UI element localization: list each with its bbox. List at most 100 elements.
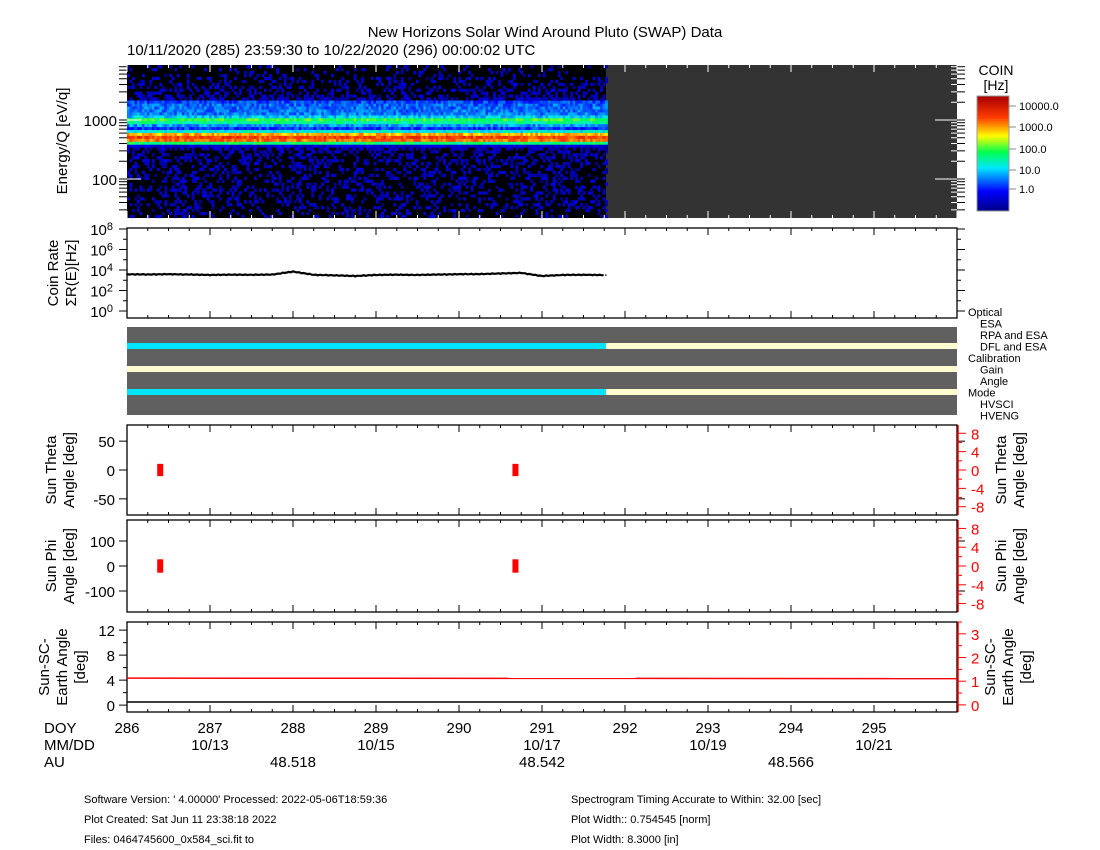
spectrogram-cell xyxy=(241,159,245,163)
spectrogram-cell xyxy=(323,164,327,169)
spectrogram-cell xyxy=(383,208,387,213)
spectrogram-cell xyxy=(532,117,536,122)
spectrogram-cell xyxy=(323,109,327,113)
spectrogram-cell xyxy=(229,112,232,116)
spectrogram-cell xyxy=(229,79,232,84)
spectrogram-cell xyxy=(393,141,397,145)
spectrogram-cell xyxy=(186,135,190,139)
spectrogram-cell xyxy=(263,88,267,92)
spectrogram-cell xyxy=(263,138,267,142)
spectrogram-cell xyxy=(201,194,205,198)
spectrogram-cell xyxy=(522,170,526,175)
spectrogram-cell xyxy=(485,147,489,151)
spectrogram-cell xyxy=(151,91,155,95)
spectrogram-cell xyxy=(368,138,372,142)
spectrogram-cell xyxy=(231,88,235,92)
spectrogram-cell xyxy=(475,126,479,131)
spectrogram-cell xyxy=(405,162,409,166)
spectrogram-cell xyxy=(498,126,501,131)
spectrogram-cell xyxy=(144,156,148,160)
spectrogram-cell xyxy=(234,138,237,142)
spectrogram-cell xyxy=(547,191,551,195)
spectrogram-cell xyxy=(348,135,352,139)
spectrogram-cell xyxy=(219,126,222,131)
spectrogram-cell xyxy=(547,112,551,116)
spectrogram-cell xyxy=(308,85,312,89)
spectrogram-cell xyxy=(393,106,397,110)
spectrogram-cell xyxy=(522,129,526,133)
spectrogram-cell xyxy=(410,82,414,87)
spectrogram-cell xyxy=(562,103,566,107)
spectrogram-cell xyxy=(438,120,442,125)
spectrogram-cell xyxy=(438,97,442,101)
spectrogram-cell xyxy=(246,141,250,145)
spectrogram-cell xyxy=(570,167,574,172)
spectrogram-cell xyxy=(149,91,153,95)
spectrogram-cell xyxy=(570,173,574,178)
spectrogram-cell xyxy=(463,129,466,133)
spectrogram-cell xyxy=(520,141,524,145)
spectrogram-cell xyxy=(361,68,364,72)
spectrogram-cell xyxy=(199,141,202,145)
spectrogram-cell xyxy=(525,91,529,95)
spectrogram-cell xyxy=(159,185,163,189)
spectrogram-cell xyxy=(236,203,240,207)
spectrogram-cell xyxy=(191,112,195,116)
spectrogram-cell xyxy=(537,132,541,136)
spectrogram-cell xyxy=(331,103,334,107)
spectrogram-cell xyxy=(321,79,325,84)
spectrogram-cell xyxy=(502,120,506,125)
spectrogram-cell xyxy=(146,176,150,180)
spectrogram-cell xyxy=(266,97,270,101)
spectrogram-cell xyxy=(463,197,466,201)
spectrogram-cell xyxy=(495,120,499,125)
spectrogram-cell xyxy=(358,100,362,104)
spectrogram-cell xyxy=(435,115,439,119)
spectrogram-cell xyxy=(318,100,322,104)
spectrogram-cell xyxy=(435,109,439,113)
spectrogram-cell xyxy=(453,144,456,148)
spectrogram-cell xyxy=(281,150,285,154)
spectrogram-cell xyxy=(507,120,511,125)
spectrogram-cell xyxy=(413,132,417,136)
spectrogram-cell xyxy=(239,100,242,104)
spectrogram-cell xyxy=(403,120,407,125)
spectrogram-cell xyxy=(522,132,526,136)
spectrogram-cell xyxy=(311,144,315,148)
spectrogram-cell xyxy=(288,91,292,95)
spectrogram-cell xyxy=(296,144,300,148)
spectrogram-cell xyxy=(557,141,561,145)
spectrogram-cell xyxy=(525,120,529,125)
spectrogram-cell xyxy=(415,135,419,139)
spectrogram-cell xyxy=(209,144,212,148)
spectrogram-cell xyxy=(276,117,280,122)
spectrogram-cell xyxy=(368,150,372,154)
spectrogram-cell xyxy=(136,123,140,128)
spectrogram-cell xyxy=(577,141,581,145)
spectrogram-cell xyxy=(174,115,178,119)
spectrogram-cell xyxy=(234,164,237,169)
spectrogram-cell xyxy=(318,123,322,128)
spectrogram-cell xyxy=(241,156,245,160)
spectrogram-cell xyxy=(164,135,168,139)
spectrogram-cell xyxy=(194,170,198,175)
spectrogram-cell xyxy=(498,129,501,133)
spectrogram-cell xyxy=(385,141,389,145)
spectrogram-cell xyxy=(323,103,327,107)
spectrogram-cell xyxy=(281,100,285,104)
spectrogram-cell xyxy=(408,132,412,136)
spectrogram-cell xyxy=(565,120,569,125)
spectrogram-cell xyxy=(565,141,569,145)
spectrogram-cell xyxy=(161,159,165,163)
spectrogram-cell xyxy=(535,208,539,213)
spectrogram-cell xyxy=(221,97,225,101)
spectrogram-cell xyxy=(420,126,424,131)
spectrogram-cell xyxy=(371,115,374,119)
spectrogram-cell xyxy=(189,129,193,133)
spectrogram-cell xyxy=(450,100,454,104)
spectrogram-cell xyxy=(485,82,489,87)
spectrogram-cell xyxy=(390,117,394,122)
spectrogram-cell xyxy=(276,156,280,160)
spectrogram-cell xyxy=(530,185,534,189)
spectrogram-cell xyxy=(176,82,180,87)
